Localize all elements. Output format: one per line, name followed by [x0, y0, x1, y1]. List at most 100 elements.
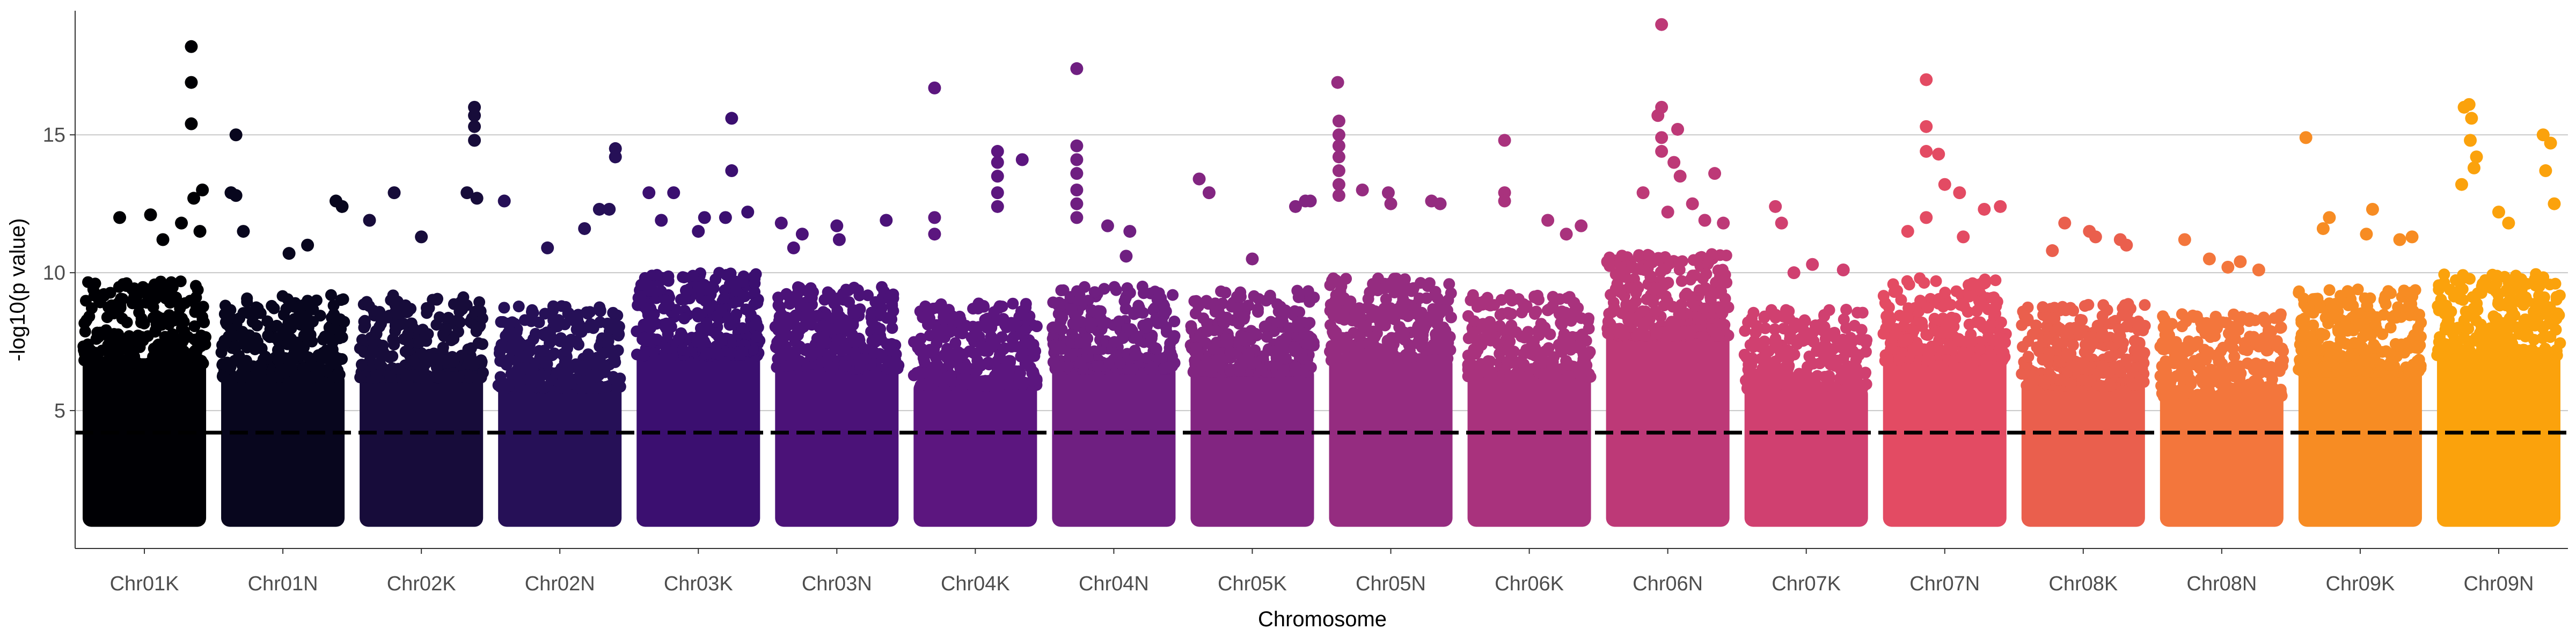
- data-point: [715, 304, 728, 316]
- data-point: [1801, 330, 1813, 342]
- data-point: [2163, 329, 2175, 341]
- data-point: [1741, 382, 1753, 394]
- data-point: [1189, 308, 1202, 320]
- data-point: [1775, 350, 1787, 363]
- data-point: [111, 356, 123, 369]
- data-point: [640, 346, 652, 358]
- data-point: [1273, 316, 1285, 328]
- data-point: [1555, 343, 1567, 355]
- data-point: [1564, 370, 1576, 383]
- data-point: [247, 360, 259, 372]
- peak-point: [1957, 230, 1970, 244]
- data-point: [1019, 338, 1031, 350]
- data-point: [94, 326, 106, 339]
- data-point: [1780, 311, 1792, 324]
- data-point: [1840, 304, 1853, 316]
- peak-point: [830, 219, 844, 232]
- data-point: [2521, 328, 2534, 340]
- data-point: [1289, 341, 1301, 353]
- data-point: [2510, 269, 2522, 282]
- data-point: [1424, 311, 1437, 323]
- data-point: [1813, 357, 1826, 370]
- data-point: [464, 371, 476, 383]
- peak-point: [415, 230, 428, 244]
- data-point: [2409, 284, 2421, 296]
- data-point: [1759, 322, 1772, 334]
- data-point: [1085, 321, 1097, 334]
- data-point: [634, 290, 647, 303]
- point-cloud-body: [360, 372, 484, 527]
- data-point: [791, 321, 803, 334]
- data-point: [2398, 284, 2410, 297]
- data-point: [1355, 355, 1367, 367]
- data-point: [1407, 351, 1419, 363]
- data-point: [1468, 315, 1480, 327]
- data-point: [736, 322, 749, 334]
- peak-point: [2548, 197, 2561, 210]
- data-point: [749, 277, 761, 290]
- data-point: [804, 282, 817, 294]
- data-point: [1380, 293, 1392, 305]
- data-point: [2449, 274, 2462, 286]
- data-point: [2200, 317, 2213, 329]
- data-point: [1536, 368, 1548, 380]
- peak-point: [928, 81, 941, 94]
- data-point: [1465, 294, 1477, 306]
- data-point: [1165, 347, 1177, 359]
- data-point: [1388, 286, 1401, 298]
- data-point: [2412, 357, 2424, 369]
- data-point: [1074, 357, 1087, 369]
- data-point: [2467, 291, 2479, 303]
- data-point: [1559, 306, 1571, 319]
- data-point: [1837, 333, 1849, 346]
- data-point: [1665, 319, 1677, 331]
- data-point: [1602, 327, 1614, 340]
- data-point: [638, 332, 650, 344]
- data-point: [131, 335, 144, 348]
- data-point: [533, 316, 545, 328]
- data-point: [1061, 360, 1073, 372]
- data-point: [977, 379, 989, 392]
- data-point: [150, 348, 163, 360]
- data-point: [2022, 314, 2034, 327]
- data-point: [1675, 275, 1688, 287]
- peak-point: [2316, 222, 2330, 235]
- peak-point: [1070, 153, 1084, 166]
- peak-point: [1575, 219, 1588, 232]
- peak-point: [1787, 266, 1801, 280]
- peak-point: [1070, 139, 1084, 152]
- y-tick-label: 15: [43, 124, 65, 147]
- data-point: [802, 302, 814, 314]
- data-point: [954, 362, 967, 374]
- peak-point: [185, 76, 198, 89]
- data-point: [1095, 305, 1107, 317]
- data-point: [1108, 336, 1121, 348]
- data-point: [609, 356, 621, 368]
- data-point: [2546, 346, 2558, 358]
- data-point: [279, 352, 291, 364]
- point-cloud-body: [2160, 391, 2284, 527]
- data-point: [2169, 391, 2181, 403]
- data-point: [831, 304, 844, 317]
- data-point: [584, 318, 597, 330]
- data-point: [1363, 346, 1375, 358]
- data-point: [2365, 330, 2377, 342]
- chromosome-group-chr05k: [1184, 172, 1320, 527]
- data-point: [434, 370, 447, 382]
- data-point: [1088, 286, 1101, 298]
- peak-point: [1070, 197, 1084, 210]
- data-point: [1434, 307, 1446, 319]
- data-point: [1190, 342, 1203, 355]
- data-point: [2027, 370, 2039, 382]
- peak-point: [655, 214, 668, 227]
- data-point: [1231, 290, 1243, 303]
- peak-point: [991, 170, 1004, 183]
- data-point: [2471, 304, 2484, 316]
- data-point: [2356, 355, 2368, 367]
- chromosome-group-chr03k: [631, 112, 766, 527]
- data-point: [1532, 289, 1544, 302]
- data-point: [1630, 295, 1642, 308]
- peak-point: [335, 200, 349, 213]
- x-tick-label: Chr09N: [2463, 573, 2534, 595]
- data-point: [270, 319, 283, 332]
